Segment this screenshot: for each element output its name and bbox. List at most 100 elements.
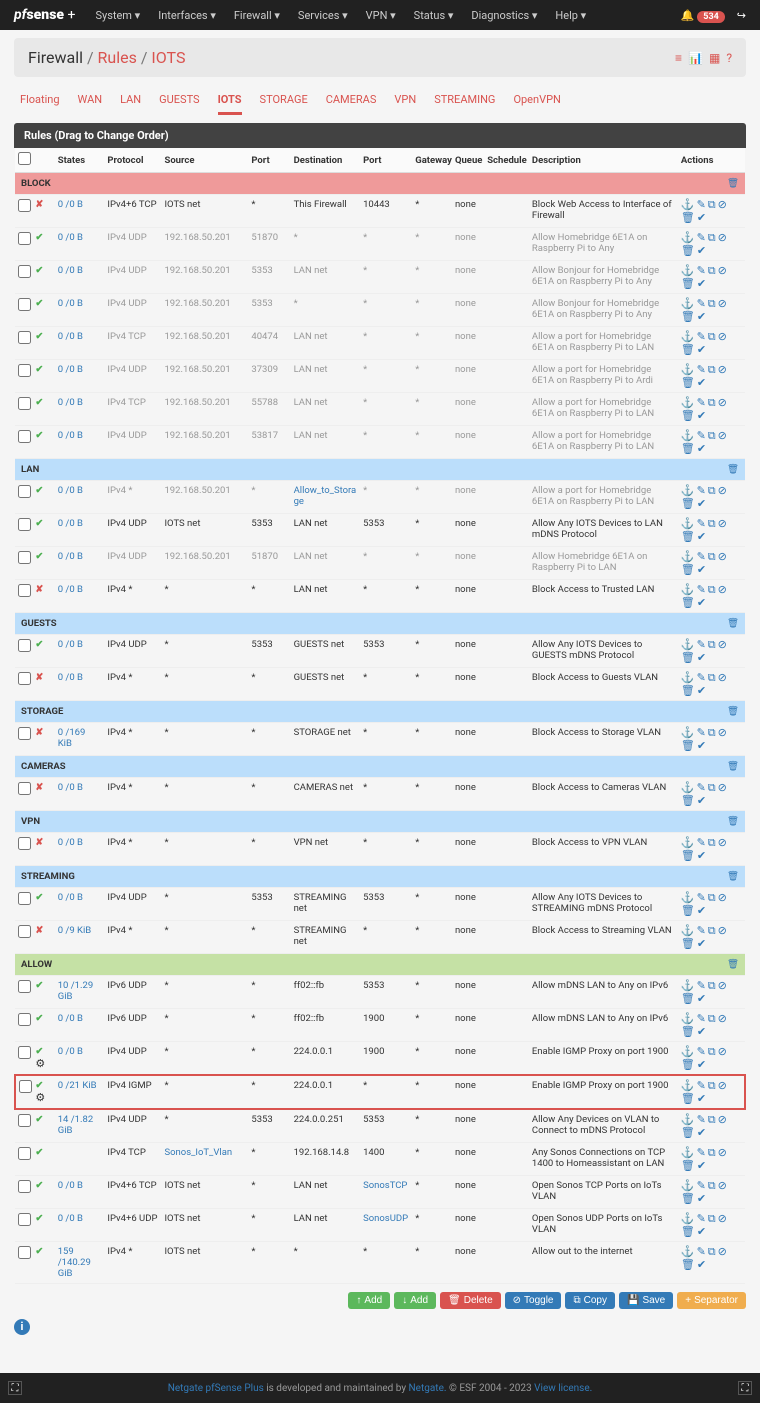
table-row[interactable]: ✔14 /1.82 GiBIPv4 UDP*5353224.0.0.251535… (15, 1109, 745, 1143)
section-delete-icon[interactable]: 🗑 (727, 959, 739, 970)
row-action-3[interactable]: ⊘ (718, 518, 727, 529)
row-action-3[interactable]: ⊘ (718, 727, 727, 738)
row-action-0[interactable]: ⚓ (681, 199, 695, 210)
table-row[interactable]: ✔159 /140.29 GiBIPv4 *IOTS net****noneAl… (15, 1242, 745, 1284)
row-checkbox[interactable] (18, 892, 31, 905)
states-link[interactable]: 14 /1.82 GiB (58, 1114, 93, 1136)
row-action-2[interactable]: ⧉ (708, 1180, 716, 1191)
table-row[interactable]: ✘0 /0 BIPv4 ***LAN net**noneBlock Access… (15, 580, 745, 613)
row-action-0[interactable]: ⚓ (681, 672, 695, 683)
table-row[interactable]: ✔10 /1.29 GiBIPv6 UDP**ff02::fb5353*none… (15, 976, 745, 1009)
row-action-1[interactable]: ✎ (697, 199, 706, 210)
states-link[interactable]: 0 /0 B (58, 265, 83, 276)
section-delete-icon[interactable]: 🗑 (727, 178, 739, 189)
row-action-3[interactable]: ⊘ (718, 980, 727, 991)
row-action-2[interactable]: ⧉ (708, 892, 716, 903)
row-action-5[interactable]: ✔ (697, 993, 706, 1004)
row-action-4[interactable]: 🗑 (681, 1059, 695, 1070)
alert-icon[interactable]: 🔔 534 (681, 9, 725, 22)
row-action-1[interactable]: ✎ (697, 364, 706, 375)
states-link[interactable]: 0 /169 KiB (58, 727, 86, 749)
section-delete-icon[interactable]: 🗑 (727, 816, 739, 827)
row-checkbox[interactable] (18, 265, 31, 278)
row-action-3[interactable]: ⊘ (718, 1246, 727, 1257)
row-action-5[interactable]: ✔ (697, 740, 706, 751)
separator-button[interactable]: + Separator (677, 1292, 746, 1309)
table-row[interactable]: ✔0 /0 BIPv4 UDP*5353STREAMING net5353*no… (15, 888, 745, 921)
row-action-5[interactable]: ✔ (697, 795, 706, 806)
row-action-0[interactable]: ⚓ (681, 782, 695, 793)
row-action-4[interactable]: 🗑 (681, 212, 695, 223)
row-action-4[interactable]: 🗑 (681, 1026, 695, 1037)
row-action-5[interactable]: ✔ (697, 344, 706, 355)
tab-guests[interactable]: GUESTS (159, 93, 199, 115)
states-link[interactable]: 0 /0 B (58, 430, 83, 441)
nav-item-4[interactable]: VPN ▾ (366, 9, 396, 22)
tab-openvpn[interactable]: OpenVPN (513, 93, 560, 115)
row-action-4[interactable]: 🗑 (681, 685, 695, 696)
states-link[interactable]: 10 /1.29 GiB (58, 980, 93, 1002)
row-action-4[interactable]: 🗑 (681, 498, 695, 509)
brand-logo[interactable]: pfpfsensesense + (14, 7, 75, 23)
row-action-4[interactable]: 🗑 (681, 1259, 695, 1270)
table-row[interactable]: ✔0 /0 BIPv4+6 UDPIOTS net*LAN netSonosUD… (15, 1209, 745, 1242)
help-icon[interactable]: ? (726, 51, 732, 65)
row-action-5[interactable]: ✔ (697, 1059, 706, 1070)
section-delete-icon[interactable]: 🗑 (727, 761, 739, 772)
table-row[interactable]: ✔0 /0 BIPv4 UDP192.168.50.2015353***none… (15, 294, 745, 327)
table-row[interactable]: ✘0 /169 KiBIPv4 ***STORAGE net**noneBloc… (15, 723, 745, 756)
row-action-1[interactable]: ✎ (697, 397, 706, 408)
row-action-2[interactable]: ⧉ (708, 1114, 716, 1125)
logout-icon[interactable]: ↪ (737, 9, 746, 22)
row-checkbox[interactable] (18, 1147, 31, 1160)
row-action-1[interactable]: ✎ (697, 1013, 706, 1024)
row-action-3[interactable]: ⊘ (718, 397, 727, 408)
row-action-2[interactable]: ⧉ (708, 727, 716, 738)
row-action-2[interactable]: ⧉ (708, 331, 716, 342)
nav-item-0[interactable]: System ▾ (95, 9, 140, 22)
row-action-1[interactable]: ✎ (697, 1180, 706, 1191)
tab-streaming[interactable]: STREAMING (434, 93, 495, 115)
row-action-5[interactable]: ✔ (697, 685, 706, 696)
row-checkbox[interactable] (18, 1046, 31, 1059)
row-action-0[interactable]: ⚓ (681, 551, 695, 562)
row-checkbox[interactable] (18, 837, 31, 850)
row-action-0[interactable]: ⚓ (681, 518, 695, 529)
row-action-2[interactable]: ⧉ (708, 485, 716, 496)
states-link[interactable]: 0 /0 B (58, 551, 83, 562)
table-row[interactable]: ✔0 /0 BIPv4 UDP192.168.50.20151870***non… (15, 228, 745, 261)
row-checkbox[interactable] (18, 727, 31, 740)
row-action-5[interactable]: ✔ (697, 1226, 706, 1237)
row-action-5[interactable]: ✔ (697, 564, 706, 575)
row-action-4[interactable]: 🗑 (681, 850, 695, 861)
row-action-1[interactable]: ✎ (697, 298, 706, 309)
section-delete-icon[interactable]: 🗑 (727, 706, 739, 717)
section-delete-icon[interactable]: 🗑 (727, 464, 739, 475)
row-checkbox[interactable] (18, 925, 31, 938)
row-action-3[interactable]: ⊘ (718, 782, 727, 793)
row-action-1[interactable]: ✎ (697, 584, 706, 595)
states-link[interactable]: 0 /0 B (58, 892, 83, 903)
chart-icon[interactable]: 📊 (688, 51, 703, 65)
row-action-1[interactable]: ✎ (697, 892, 706, 903)
nav-item-1[interactable]: Interfaces ▾ (158, 9, 216, 22)
states-link[interactable]: 0 /0 B (58, 364, 83, 375)
row-action-3[interactable]: ⊘ (718, 1114, 727, 1125)
footer-netgate[interactable]: Netgate. (409, 1383, 447, 1394)
save-button[interactable]: 💾 Save (619, 1292, 673, 1309)
row-action-1[interactable]: ✎ (697, 518, 706, 529)
row-action-2[interactable]: ⧉ (708, 639, 716, 650)
row-action-1[interactable]: ✎ (697, 980, 706, 991)
row-action-2[interactable]: ⧉ (708, 1246, 716, 1257)
states-link[interactable]: 0 /9 KiB (58, 925, 92, 936)
row-action-3[interactable]: ⊘ (718, 1046, 727, 1057)
states-link[interactable]: 0 /0 B (58, 1013, 83, 1024)
row-action-0[interactable]: ⚓ (681, 1114, 695, 1125)
row-action-5[interactable]: ✔ (697, 905, 706, 916)
row-action-1[interactable]: ✎ (697, 430, 706, 441)
table-row[interactable]: ✔⚙0 /21 KiBIPv4 IGMP**224.0.0.1**noneEna… (15, 1075, 745, 1109)
table-row[interactable]: ✘0 /0 BIPv4 ***VPN net**noneBlock Access… (15, 833, 745, 866)
row-action-1[interactable]: ✎ (697, 232, 706, 243)
row-action-5[interactable]: ✔ (697, 212, 706, 223)
row-action-2[interactable]: ⧉ (708, 199, 716, 210)
